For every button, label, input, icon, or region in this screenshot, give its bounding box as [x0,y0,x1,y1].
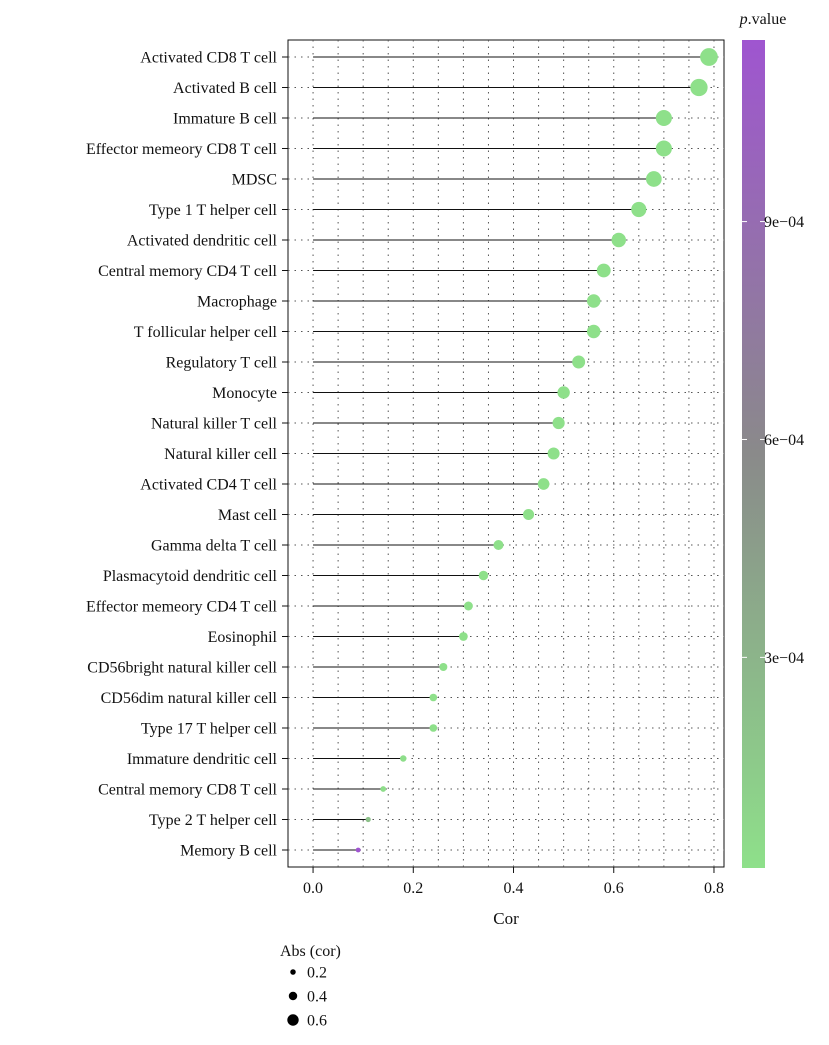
lollipop-stems [313,56,709,851]
colorbar-tick-label: 3e−04 [764,650,804,667]
lollipop-dot [690,78,708,97]
lollipop-dots [355,48,718,853]
lollipop-dot [655,140,672,157]
category-label: Type 1 T helper cell [149,202,278,219]
category-label: Eosinophil [208,629,278,646]
colorbar-tick-label: 9e−04 [764,214,804,231]
lollipop-dot [522,508,535,521]
category-label: Regulatory T cell [166,355,278,372]
x-tick-label: 0.4 [504,880,524,897]
p-value-colorbar [742,40,765,868]
lollipop-dot [355,847,361,853]
y-axis-ticks [282,56,288,851]
lollipop-dot [631,201,647,218]
x-axis-title: Cor [493,909,519,928]
x-axis-ticks: 0.0 0.2 0.4 0.6 0.8 [303,867,724,897]
category-label: Central memory CD4 T cell [98,263,277,280]
category-label: Plasmacytoid dendritic cell [103,568,278,585]
lollipop-dot [572,355,586,369]
p-value-legend-title: p.value [739,11,787,28]
category-label: Immature B cell [173,111,278,128]
category-label: CD56bright natural killer cell [87,660,277,677]
colorbar-ticks: 3e−04 6e−04 9e−04 [742,214,804,667]
lollipop-dot [463,601,473,611]
lollipop-dot [380,786,387,792]
size-legend-dot [288,991,298,1001]
lollipop-dot [478,570,489,581]
lollipop-dot [493,539,504,551]
category-label: Gamma delta T cell [151,538,278,555]
category-label: Effector memeory CD4 T cell [86,599,278,616]
category-label: Natural killer cell [164,446,277,463]
lollipop-dot [557,386,570,399]
category-label: Monocyte [212,385,277,402]
lollipop-dot [439,663,448,671]
lollipop-dot [365,816,371,823]
category-label: Immature dendritic cell [127,751,278,768]
lollipop-dot [547,447,560,460]
category-label: Type 17 T helper cell [141,721,278,738]
category-labels: Activated CD8 T cell Activated B cell Imma… [86,50,278,860]
lollipop-dot [537,478,550,490]
category-label: Natural killer T cell [151,416,278,433]
size-legend-label: 0.2 [307,965,327,982]
lollipop-dot [586,324,601,339]
lollipop-dot [586,294,601,308]
category-label: Activated CD8 T cell [140,50,277,67]
lollipop-dot [655,109,672,127]
category-label: Type 2 T helper cell [149,812,278,829]
x-tick-label: 0.2 [403,880,423,897]
lollipop-dot [645,171,662,187]
category-label: MDSC [232,172,277,189]
x-tick-label: 0.6 [604,880,624,897]
category-label: Macrophage [197,294,277,311]
vertical-gridlines [312,40,715,867]
size-legend-title: Abs (cor) [280,943,341,960]
lollipop-dot [400,755,407,762]
lollipop-dot [611,232,626,248]
x-tick-label: 0.0 [303,880,323,897]
category-label: Memory B cell [180,843,277,860]
size-legend: Abs (cor) 0.2 0.4 0.6 [280,943,341,1030]
category-label: Effector memeory CD8 T cell [86,141,278,158]
lollipop-dot [459,632,468,641]
size-legend-label: 0.4 [307,989,327,1006]
colorbar-tick-label: 6e−04 [764,432,804,449]
size-legend-dot [287,1014,299,1026]
category-label: Mast cell [218,507,278,524]
category-label: Activated B cell [173,80,278,97]
p-value-legend: p.value 3e−04 6e−04 9e−04 [739,11,804,868]
category-label: Central memory CD8 T cell [98,782,277,799]
size-legend-items: 0.2 0.4 0.6 [287,965,327,1030]
category-label: Activated CD4 T cell [140,477,277,494]
category-label: T follicular helper cell [134,324,278,341]
size-legend-dot [290,969,296,975]
lollipop-dot [700,48,718,66]
category-label: Activated dendritic cell [127,233,278,250]
size-legend-label: 0.6 [307,1013,327,1030]
lollipop-dot [429,693,438,702]
category-label: CD56dim natural killer cell [101,690,278,707]
lollipop-dot [596,263,611,278]
x-tick-label: 0.8 [704,880,724,897]
lollipop-dot [429,724,438,732]
lollipop-dot [552,416,565,430]
